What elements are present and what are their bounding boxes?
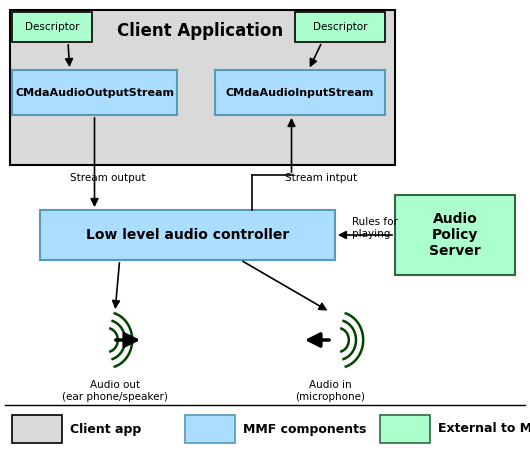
Text: Audio
Policy
Server: Audio Policy Server (429, 212, 481, 258)
Text: Descriptor: Descriptor (313, 22, 367, 32)
Text: Descriptor: Descriptor (25, 22, 80, 32)
Text: CMdaAudioOutputStream: CMdaAudioOutputStream (15, 87, 174, 97)
Text: MMF components: MMF components (243, 423, 366, 435)
Text: Stream intput: Stream intput (285, 173, 357, 183)
Text: Low level audio controller: Low level audio controller (86, 228, 289, 242)
Text: CMdaAudioInputStream: CMdaAudioInputStream (226, 87, 374, 97)
Bar (295, 12, 385, 42)
Text: Audio in
(microphone): Audio in (microphone) (295, 380, 365, 402)
Bar (185, 415, 235, 443)
Text: Client Application: Client Application (117, 22, 283, 40)
Bar (12, 70, 177, 115)
Bar (12, 415, 62, 443)
Text: Rules for
playing: Rules for playing (352, 217, 398, 239)
Bar (395, 195, 515, 275)
Text: External to MMF: External to MMF (438, 423, 530, 435)
Bar (10, 10, 395, 165)
Bar (12, 12, 92, 42)
Bar (40, 210, 335, 260)
Text: Client app: Client app (70, 423, 142, 435)
Bar (215, 70, 385, 115)
Text: Stream output: Stream output (70, 173, 146, 183)
Bar (380, 415, 430, 443)
Text: Audio out
(ear phone/speaker): Audio out (ear phone/speaker) (62, 380, 168, 402)
